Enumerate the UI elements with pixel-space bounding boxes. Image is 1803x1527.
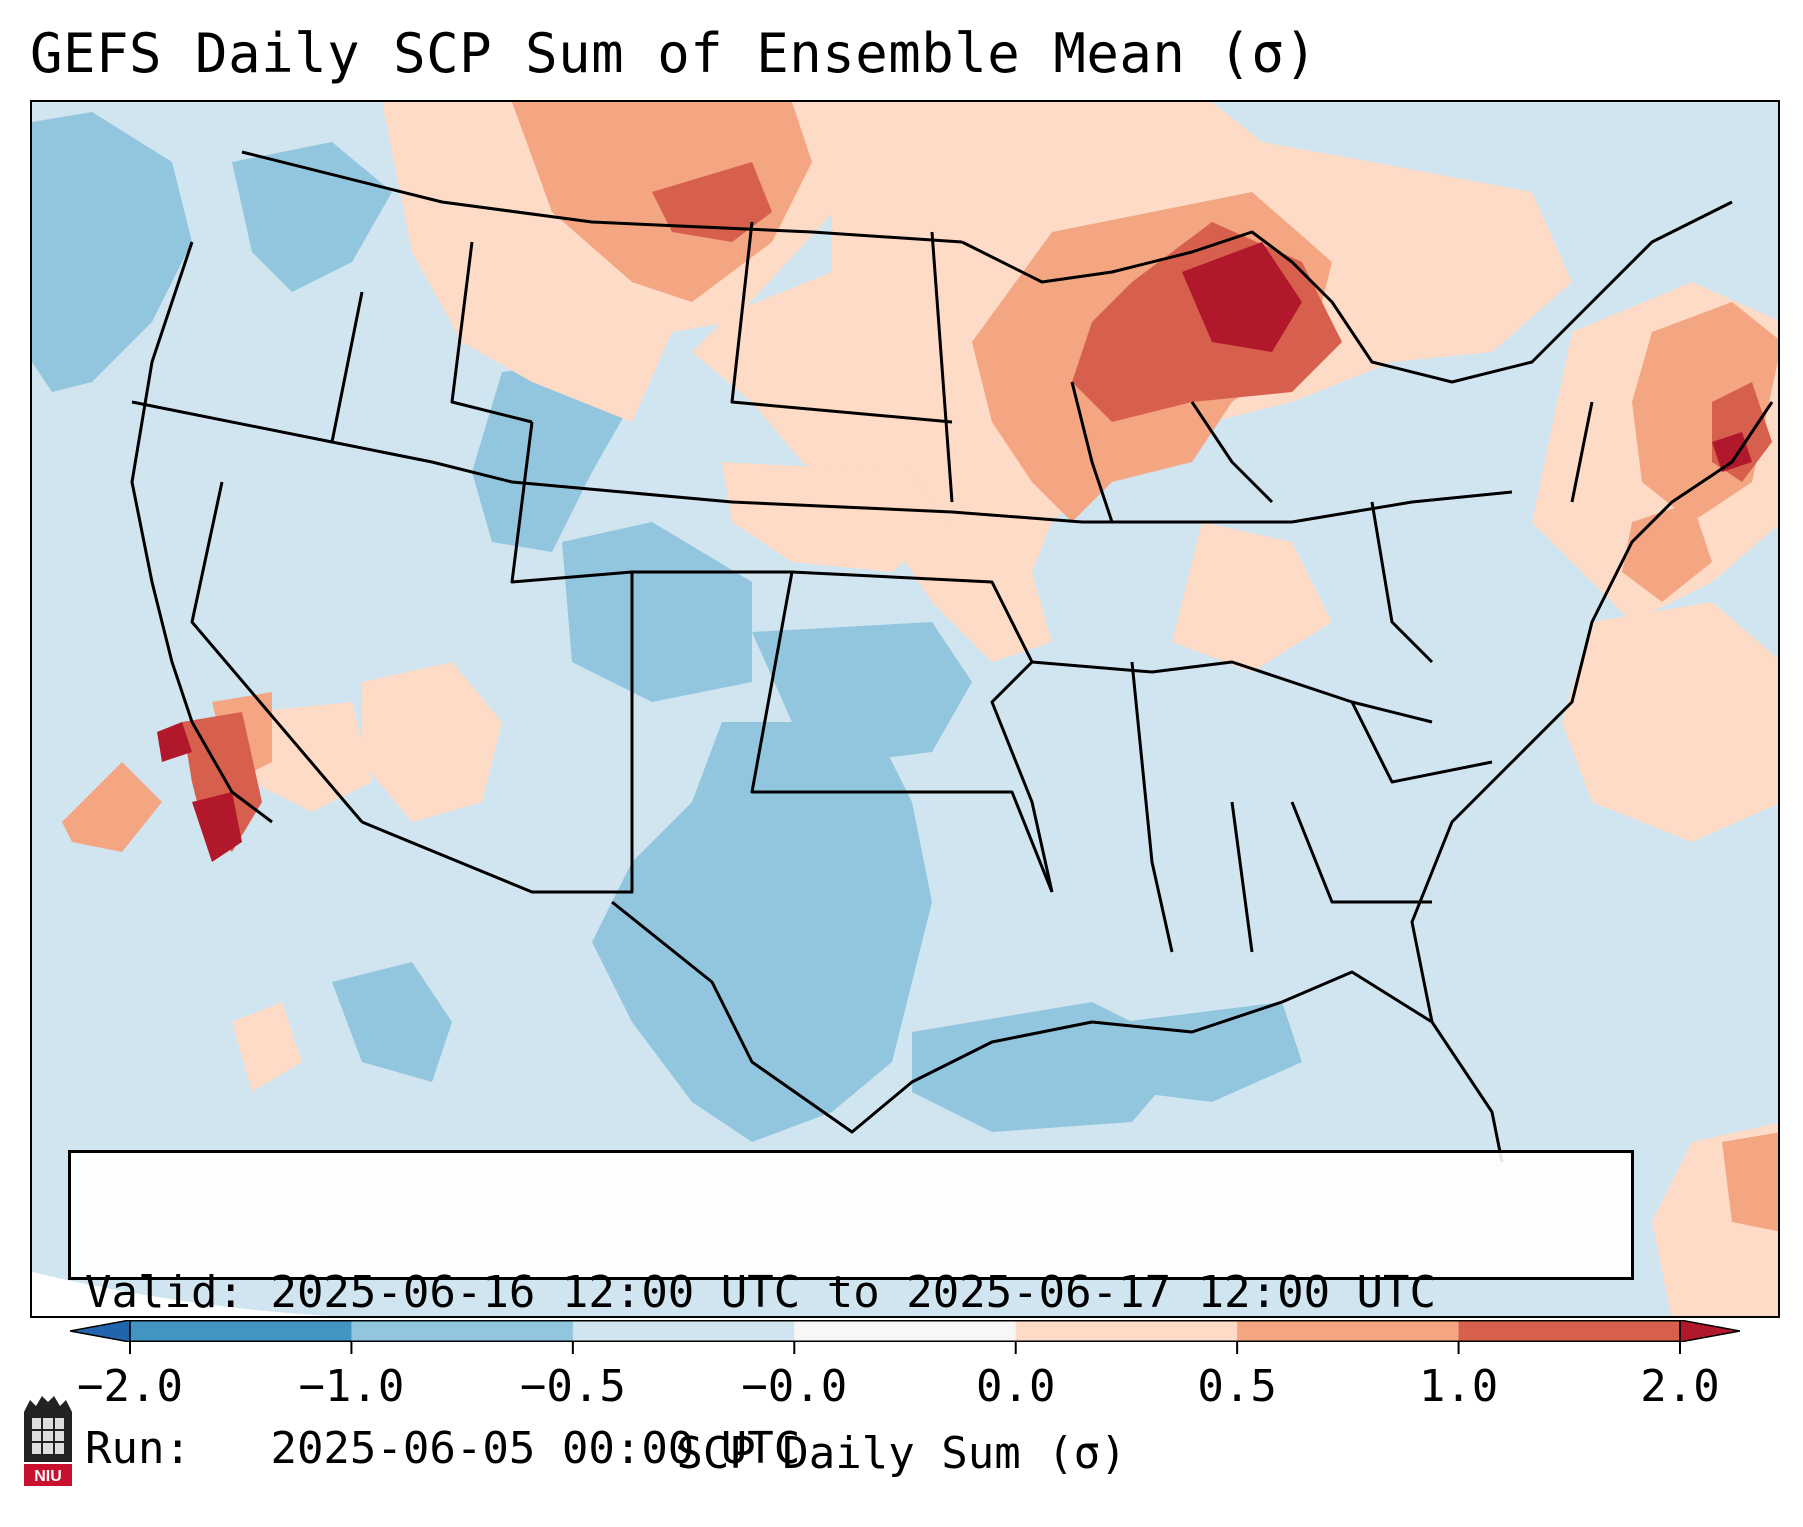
negative-anomaly-regions [32,112,1302,1142]
pacific-medium-area [62,762,162,852]
pacific-nw-negative-area [32,112,192,392]
positive-extreme-regions [157,242,1752,862]
baja-positive-speck [232,1002,302,1092]
north-dakota-strong-area [652,162,772,242]
map-panel [30,100,1780,1318]
colorbar [70,1320,1740,1342]
logo-banner [24,1464,72,1486]
baja-negative-area [332,962,452,1082]
valid-label: Valid: [85,1267,244,1318]
wyoming-utah-lines [510,421,633,584]
michigan-outline [1190,401,1274,504]
colorbar-bin [130,1320,352,1342]
canada-border-east [961,200,1733,384]
atlantic-positive-area [1562,602,1778,842]
colorbar-over-arrow [1679,1320,1740,1342]
colorbar-tick-label: −1.0 [298,1361,405,1412]
logo-window-icon [32,1418,64,1454]
run-row: Run: 2025-06-05 00:00 UTC [85,1423,1617,1475]
texas-oklahoma-lines [750,571,1054,893]
pennsylvania-line [1370,501,1434,664]
kentucky-tennessee-line [1031,660,1433,724]
california-nevada-line [190,481,364,823]
new-york-line [1570,401,1594,503]
figure-title: GEFS Daily SCP Sum of Ensemble Mean (σ) [30,22,1318,85]
nebraska-positive-area [722,462,952,572]
niu-logo: NIU [24,1396,72,1486]
run-label: Run: [85,1423,191,1474]
gulf-east-negative-area [1122,1002,1302,1102]
maine-extreme-area [1712,432,1752,472]
caribbean-medium-area [1722,1132,1778,1232]
lake-michigan-outline [1070,381,1152,524]
pacific-coastline [130,241,273,824]
colorbar-tick-label: −0.5 [519,1361,626,1412]
valid-row: Valid: 2025-06-16 12:00 UTC to 2025-06-1… [85,1267,1617,1319]
idaho-montana-line [450,241,533,424]
colorbar-bin [1458,1320,1681,1342]
georgia-line [1290,801,1432,904]
arizona-new-mexico-lines [361,570,792,894]
colorbar-bin [1015,1320,1238,1342]
colorado-negative-area [562,522,752,702]
colorbar-tick-label: 2.0 [1640,1361,1720,1412]
dakotas-line [730,221,953,424]
wyoming-negative-area [472,362,632,552]
logo-grid-icon [32,1418,64,1454]
colorbar-tick-label: 1.0 [1418,1361,1499,1412]
gulf-west-negative-area [912,1002,1192,1132]
colorbar-under-arrow [70,1320,131,1342]
colorbar-bin [572,1320,795,1342]
state-boundaries [130,150,1774,1163]
lake-superior-extreme-area [1182,242,1302,352]
indiana-positive-area [1172,522,1332,672]
southwest-positive-area [362,662,502,822]
mississippi-line [1130,661,1174,953]
minnesota-line [930,231,954,503]
socal-extreme-area-1 [157,722,192,762]
canada-border-west [241,150,963,244]
alabama-line [1230,801,1254,953]
washington-idaho-line [330,291,364,443]
projection-edge [32,1272,327,1316]
logo-text: NIU [34,1468,62,1485]
socal-extreme-area-2 [192,792,242,862]
colorbar-label: SCP Daily Sum (σ) [676,1428,1127,1479]
colorbar-frame [129,1320,1681,1342]
valid-value: 2025-06-16 12:00 UTC to 2025-06-17 12:00… [270,1267,1437,1318]
colorbar-bin [1237,1320,1460,1342]
atlantic-coastline [1410,401,1774,1023]
texas-negative-area [592,722,932,1142]
colorbar-tick-marks [129,1342,1681,1354]
map-svg [32,102,1778,1316]
colorbar-tick-label: −2.0 [77,1361,183,1412]
kansas-missouri-lines [791,570,1054,893]
colorbar-tick-label: −0.0 [741,1361,848,1412]
colorbar-bin [794,1320,1017,1342]
colorbar-tick-label: 0.0 [975,1361,1056,1412]
valid-run-info-box: Valid: 2025-06-16 12:00 UTC to 2025-06-1… [68,1150,1634,1474]
colorbar-bin [351,1320,574,1342]
carolina-line [1350,701,1493,784]
long-island-medium-area [1622,502,1712,602]
run-value: 2025-06-05 00:00 UTC [270,1423,801,1474]
colorbar-tick-label: 0.5 [1197,1361,1277,1412]
